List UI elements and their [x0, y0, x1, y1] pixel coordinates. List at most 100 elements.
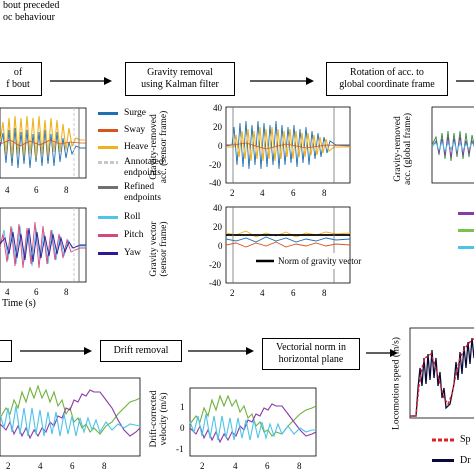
mid-bottom-ylabel-1: Gravity vector [149, 221, 159, 277]
trace-dc-cyan [189, 413, 316, 441]
mid-lower-ytick-3: -1 [176, 444, 184, 454]
legend-label-pitch: Pitch [124, 230, 144, 240]
plot-gravity-vector [225, 206, 351, 284]
mid-lower-ytick-2: 0 [180, 423, 185, 433]
mid-lower-xtick-4: 8 [297, 461, 302, 471]
legend-label-annotated-2: endpoints [124, 168, 161, 178]
legend-label-drift: Dr [460, 455, 471, 466]
legend-swatch-sway [98, 129, 118, 132]
mid-lower-ytick-1: 1 [180, 402, 185, 412]
trace-sway [0, 139, 86, 147]
right-legend-swatch-3 [458, 246, 474, 249]
step-box-bout-line2: f bout [6, 79, 30, 90]
arrow-4 [20, 347, 92, 355]
mid-top-ylabel-1: Gravity-removed [149, 114, 159, 180]
legend-item-annotated: Annotated endpoints [98, 157, 164, 179]
trace-surge [0, 127, 86, 169]
mid-bottom-ytick-5: -40 [209, 278, 221, 288]
trace-speed-drift [410, 337, 474, 417]
legend-label-refined: Refined [124, 182, 155, 192]
mid-top-xtick-4: 8 [322, 188, 327, 198]
step-box-norm-line1: Vectorial norm in [276, 342, 346, 353]
step-box-gravity-removal: Gravity removal using Kalman filter [125, 62, 235, 96]
arrow-2 [250, 77, 314, 85]
legend-item-yaw: Yaw [98, 248, 141, 259]
mid-bottom-xtick-3: 6 [291, 288, 296, 298]
mid-bottom-ytick-4: -20 [209, 260, 221, 270]
right-top-ylabel-1: Gravity-removed [393, 116, 403, 182]
mid-top-xtick-1: 2 [230, 188, 235, 198]
mid-lower-xtick-2: 4 [233, 461, 238, 471]
legend-item-refined: Refined endpoints [98, 182, 161, 204]
legend-label-spline: Sp [460, 434, 471, 445]
left-lower-xtick-2: 4 [38, 461, 43, 471]
step-box-row2-left [0, 340, 12, 362]
legend-item-sway: Sway [98, 125, 145, 136]
left-bottom-xtick-3: 8 [64, 287, 69, 297]
legend-item-heave: Heave [98, 142, 148, 153]
plot-velocity-corrected [189, 387, 317, 457]
legend-swatch-pitch [98, 234, 118, 237]
left-lower-xtick-3: 6 [70, 461, 75, 471]
trace-vel-purple [0, 389, 141, 440]
mid-bottom-ytick-1: 40 [213, 203, 222, 213]
legend-item-surge: Surge [98, 108, 146, 119]
step-box-gravity-line2: using Kalman filter [141, 79, 219, 90]
left-bottom-xtick-2: 6 [34, 287, 39, 297]
step-box-drift-label: Drift removal [113, 345, 169, 356]
legend-swatch-heave [98, 146, 118, 149]
step-box-bout-line1: of [13, 67, 23, 78]
left-top-xtick-3: 8 [64, 185, 69, 195]
mid-bottom-xtick-1: 2 [230, 288, 235, 298]
legend-label-sway: Sway [124, 125, 146, 135]
plot-raw-acceleration [0, 107, 87, 179]
right-top-ylabel: Gravity-removed acc. (global frame) [393, 104, 415, 194]
mid-top-ytick-4: -20 [209, 160, 221, 170]
mid-lower-ylabel: Drift-corrected velocity (m/s) [149, 379, 171, 459]
trace-gv-heave [225, 230, 351, 238]
left-lower-xtick-1: 2 [6, 461, 11, 471]
right-top-ylabel-2: acc. (global frame) [403, 113, 413, 185]
legend-label-yaw: Yaw [124, 248, 141, 258]
mid-bottom-ylabel-2: (sensor frame) [159, 221, 169, 277]
step-box-bout: of f bout [0, 62, 42, 96]
mid-top-ylabel: Gravity-removed acc. (sensor frame) [149, 102, 171, 192]
plot-raw-gyroscope [0, 207, 87, 283]
top-note-line2: oc behaviour [3, 12, 55, 23]
mid-bottom-ytick-3: 0 [218, 241, 223, 251]
step-box-norm-line2: horizontal plane [278, 354, 344, 365]
step-box-vectorial-norm: Vectorial norm in horizontal plane [262, 338, 360, 370]
legend-box-norm [252, 253, 346, 269]
mid-bottom-ylabel: Gravity vector (sensor frame) [149, 204, 171, 294]
mid-lower-ylabel-2: velocity (m/s) [159, 392, 169, 446]
trace-global-3 [431, 140, 474, 153]
mid-bottom-ytick-2: 20 [213, 222, 222, 232]
legend-swatch-roll [98, 216, 118, 219]
left-top-xtick-1: 4 [5, 185, 10, 195]
trace-pitch [0, 221, 86, 269]
plot-velocity-raw [0, 377, 141, 457]
legend-item-roll: Roll [98, 212, 140, 223]
trace-gv-sway [225, 241, 351, 248]
legend-label-surge: Surge [124, 108, 146, 118]
legend-label-annotated: Annotated [124, 157, 164, 167]
left-top-xtick-2: 6 [34, 185, 39, 195]
mid-top-ytick-2: 20 [213, 122, 222, 132]
trace-speed-spline [410, 338, 474, 417]
right-lower-ylabel: Locomotion speed (m/s) [391, 337, 402, 430]
legend-swatch-annotated [98, 161, 118, 164]
mid-top-ytick-3: 0 [218, 141, 223, 151]
right-legend-swatch-2 [458, 229, 474, 232]
step-box-rotation-line1: Rotation of acc. to [350, 67, 424, 78]
mid-top-xtick-2: 4 [260, 188, 265, 198]
arrow-5 [188, 347, 254, 355]
plot-locomotion-speed [409, 327, 474, 419]
right-legend-swatch-1 [458, 212, 474, 215]
top-note-line1: bout preceded [3, 0, 60, 11]
trace-gv-surge [225, 236, 351, 243]
legend-swatch-surge [98, 112, 118, 115]
mid-top-ylabel-2: acc. (sensor frame) [159, 110, 169, 184]
mid-bottom-xtick-4: 8 [322, 288, 327, 298]
legend-swatch-refined [98, 186, 118, 189]
step-box-rotation-line2: global coordinate frame [339, 79, 435, 90]
